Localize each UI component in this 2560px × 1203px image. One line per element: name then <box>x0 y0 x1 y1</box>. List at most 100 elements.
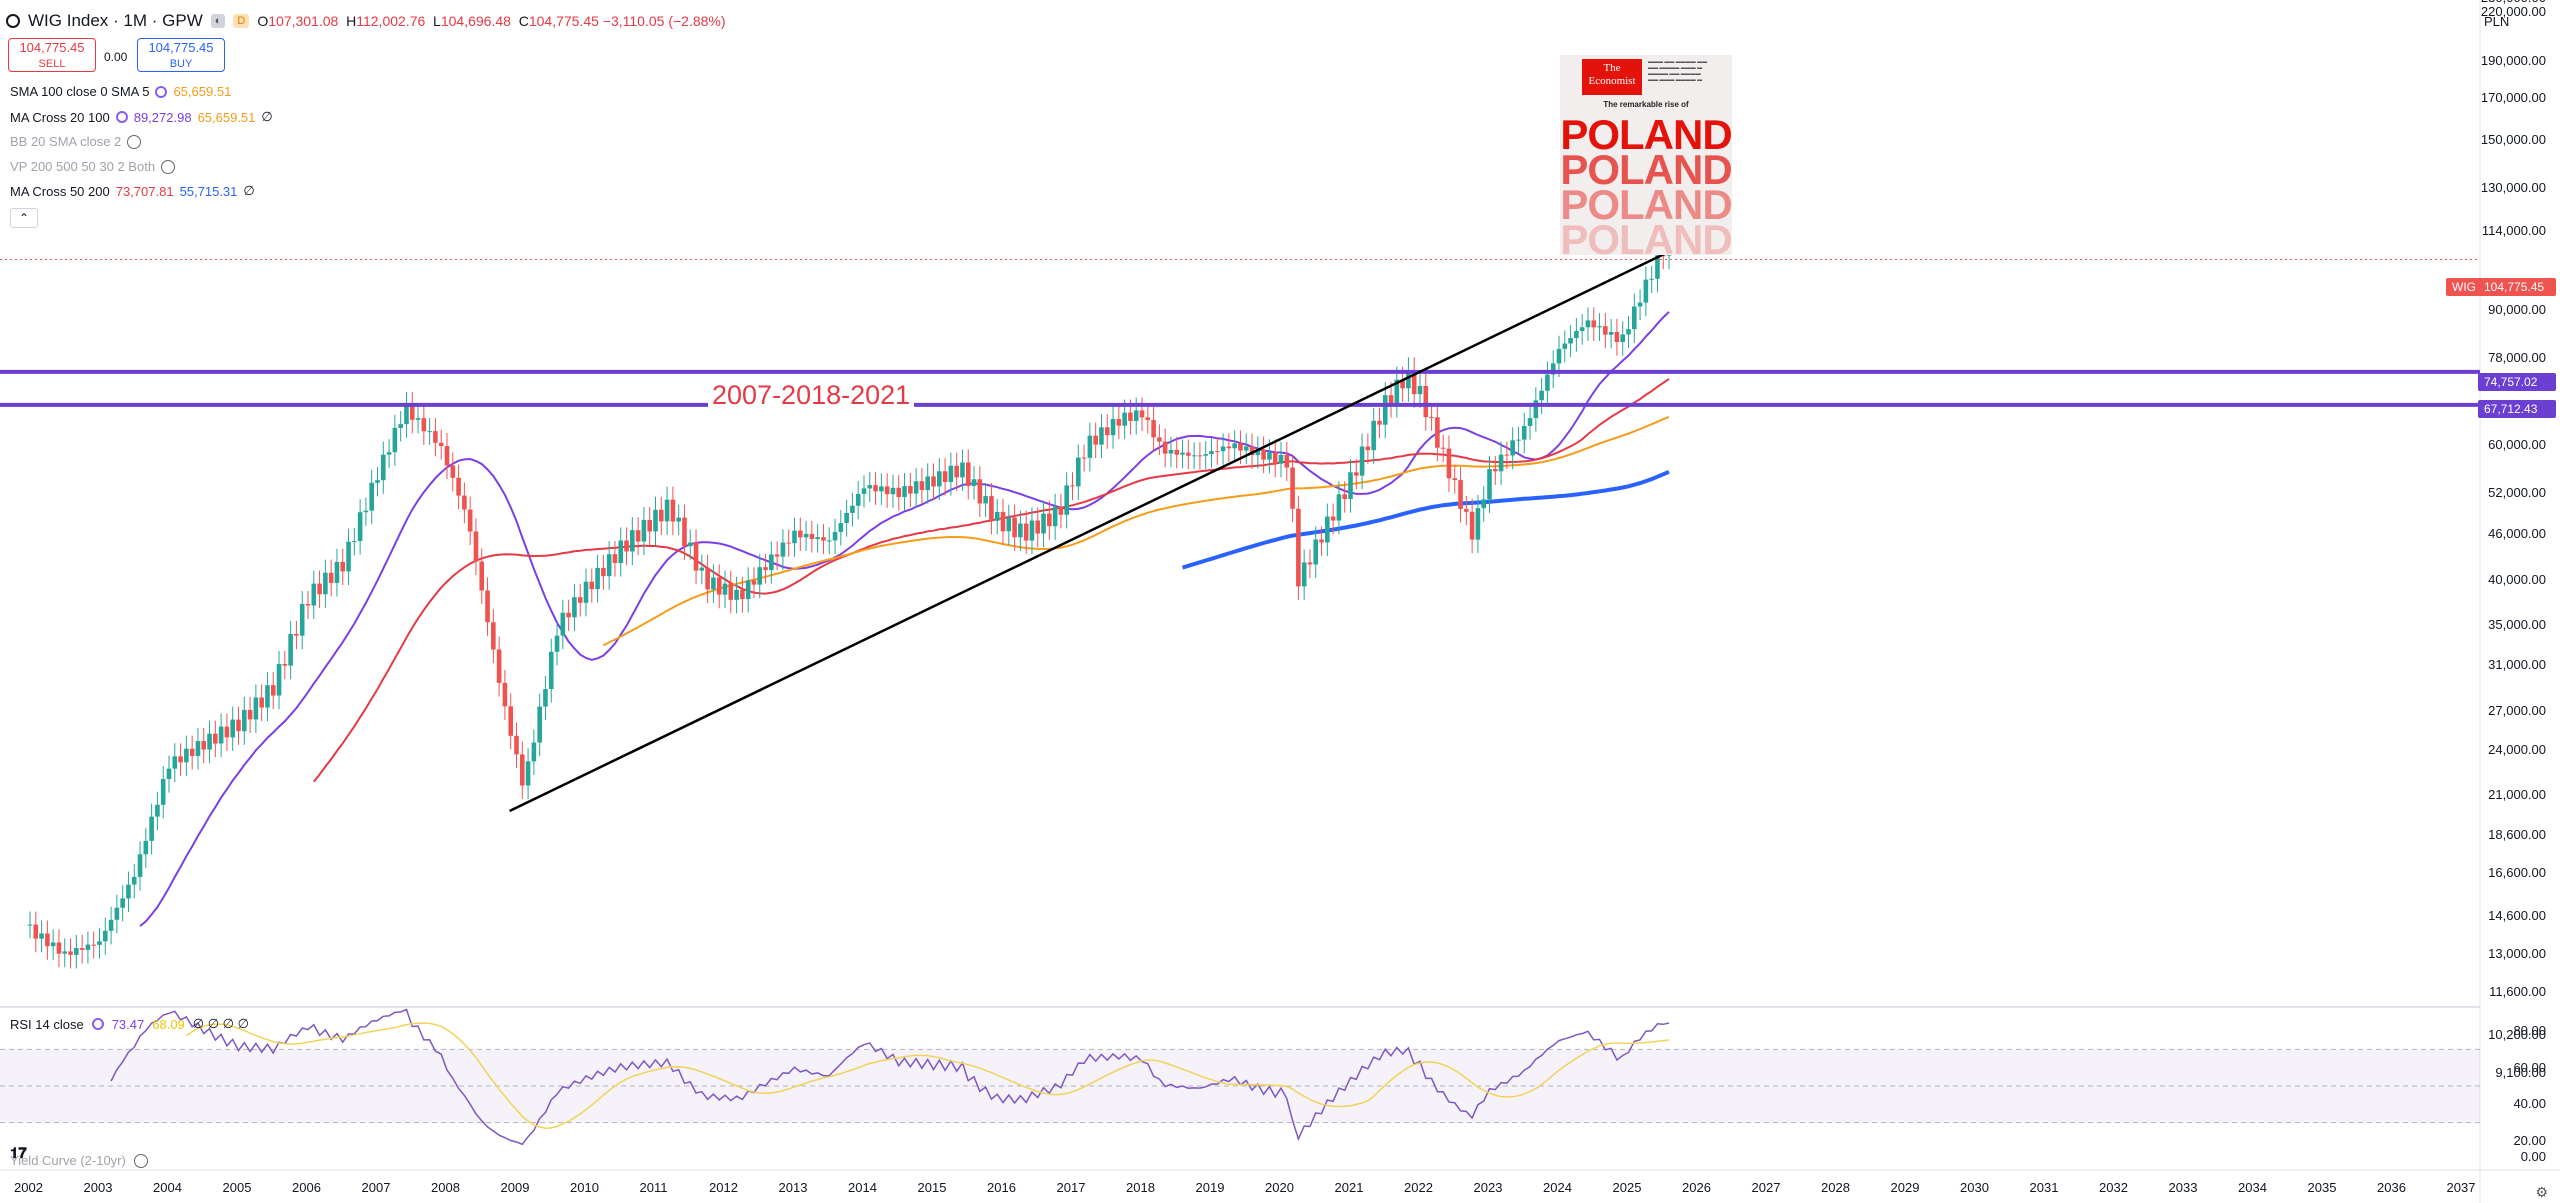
rsi-band <box>0 1049 2480 1123</box>
candle-body <box>1307 562 1313 565</box>
candle-body <box>577 597 583 603</box>
candle-body <box>1325 516 1330 543</box>
candle-body <box>137 854 143 877</box>
candle-body <box>363 510 369 513</box>
yield-curve-legend[interactable]: Yield Curve (2-10yr) <box>10 1153 148 1168</box>
ma50-line[interactable] <box>313 378 1670 783</box>
candle-body <box>1377 420 1382 425</box>
candle-body <box>716 577 722 595</box>
candle-body <box>328 572 334 583</box>
candle-body <box>1556 348 1562 364</box>
level-tag-1: 74,757.02 <box>2478 373 2556 391</box>
candle-body <box>1394 379 1400 405</box>
candle-body <box>1145 417 1151 421</box>
candle-body <box>873 485 878 492</box>
candle-body <box>62 951 68 954</box>
hidden-eye-icon[interactable] <box>127 134 142 149</box>
candle-body <box>201 741 207 750</box>
candle-body <box>1081 457 1087 459</box>
symbol-title[interactable]: WIG Index · 1M · GPW <box>28 11 203 30</box>
candle-body <box>1099 427 1104 445</box>
candle-body <box>983 496 988 504</box>
candle-body <box>1151 420 1156 438</box>
rsi-ma-line[interactable] <box>185 1022 1670 1129</box>
annotation-text[interactable]: 2007-2018-2021 <box>708 380 915 411</box>
indicator-settings-icon[interactable] <box>115 111 128 123</box>
indicator-ma-cross-50-200[interactable]: MA Cross 50 200 73,707.81 55,715.31 ∅ <box>10 183 255 199</box>
price-axis-label: 52,000.00 <box>2488 484 2546 500</box>
candle-body <box>444 446 450 466</box>
ma200-line[interactable] <box>1181 469 1670 570</box>
candle-body <box>45 933 50 947</box>
hidden-eye-icon[interactable] <box>133 1153 148 1168</box>
price-axis-label: 46,000.00 <box>2488 525 2546 541</box>
candle-body <box>1348 472 1353 500</box>
candle-body <box>774 554 780 557</box>
candle-body <box>965 462 971 486</box>
candle-body <box>456 477 461 496</box>
candle-body <box>334 561 340 583</box>
candle-body <box>1296 508 1301 587</box>
candle-body <box>1342 494 1348 500</box>
rsi-line[interactable] <box>110 1008 1670 1146</box>
time-axis-label: 2018 <box>1126 1180 1155 1195</box>
time-axis-label: 2015 <box>917 1180 947 1195</box>
cover-blurb: ▬▬▬ ▬▬ ▬▬▬▬ ▬▬ ▬▬ ▬▬▬▬ ▬▬▬ ▬ ▬▬▬▬ ▬▬ ▬▬▬▬ ▬… <box>1648 59 1708 83</box>
price-axis-label: 10,200.00 <box>2488 1027 2546 1043</box>
candle-body <box>821 537 826 541</box>
candle-body <box>699 567 705 571</box>
price-axis-label: 16,600.00 <box>2488 864 2546 880</box>
chart-settings-icon[interactable]: ⚙ <box>2535 1184 2548 1200</box>
symbol-icon <box>6 14 20 28</box>
sell-button[interactable]: 104,775.45 SELL <box>8 38 96 72</box>
candle-body <box>1626 329 1631 335</box>
candle-body <box>1353 472 1359 476</box>
candle-body <box>50 942 56 947</box>
ohlc-readout: O107,301.08 H112,002.76 L104,696.48 C104… <box>257 13 726 29</box>
hidden-eye-icon[interactable] <box>161 159 176 174</box>
candle-body <box>641 519 647 542</box>
indicator-settings-icon[interactable] <box>155 85 168 98</box>
candle-body <box>519 754 525 786</box>
candle-body <box>1052 506 1058 527</box>
price-axis-label: 114,000.00 <box>2481 223 2546 239</box>
candle-body <box>572 597 577 618</box>
candle-body <box>68 951 73 955</box>
trendline[interactable] <box>509 233 1706 813</box>
indicator-sma100[interactable]: SMA 100 close 0 SMA 5 65,659.51 <box>10 84 232 99</box>
candle-body <box>108 919 114 931</box>
sma100-line[interactable] <box>602 415 1670 647</box>
buy-button[interactable]: 104,775.45 BUY <box>137 38 225 72</box>
collapse-legend-button[interactable]: ⌃ <box>10 208 38 228</box>
candle-body <box>1203 454 1209 456</box>
indicator-ma-cross-20-100[interactable]: MA Cross 20 100 89,272.98 65,659.51 ∅ <box>10 109 273 125</box>
tradingview-logo[interactable]: 𝟏𝟕 <box>10 1145 27 1162</box>
price-axis-label: 13,000.00 <box>2488 946 2546 962</box>
ma20-line[interactable] <box>139 311 1670 927</box>
candle-body <box>1487 469 1492 500</box>
price-axis-label: 60,000.00 <box>2488 437 2546 453</box>
candle-body <box>102 930 108 942</box>
candle-body <box>166 768 172 779</box>
candle-body <box>114 907 120 920</box>
rsi-legend[interactable]: RSI 14 close 73.47 68.09 ∅ ∅ ∅ ∅ <box>10 1016 249 1032</box>
candle-body <box>91 944 97 946</box>
candle-body <box>1400 379 1405 389</box>
indicator-bb[interactable]: BB 20 SMA close 2 <box>10 134 142 149</box>
indicator-vp[interactable]: VP 200 500 50 30 2 Both <box>10 159 176 174</box>
economist-cover-image[interactable]: The Economist ▬▬▬ ▬▬ ▬▬▬▬ ▬▬ ▬▬ ▬▬▬▬ ▬▬▬ … <box>1560 55 1732 255</box>
candle-body <box>149 816 154 841</box>
candle-body <box>606 554 612 577</box>
candle-body <box>630 530 635 552</box>
cover-word-2: POLAND <box>1560 146 1732 193</box>
candle-body <box>485 590 490 623</box>
rsi-settings-icon[interactable] <box>91 1018 104 1030</box>
time-axis-label: 2021 <box>1334 1180 1364 1195</box>
candle-body <box>566 612 571 618</box>
candle-body <box>1498 454 1504 472</box>
price-axis-label: 18,600.00 <box>2488 827 2546 843</box>
candle-body <box>612 554 618 564</box>
candle-body <box>1521 426 1527 440</box>
currency-label[interactable]: PLN <box>2484 14 2510 29</box>
